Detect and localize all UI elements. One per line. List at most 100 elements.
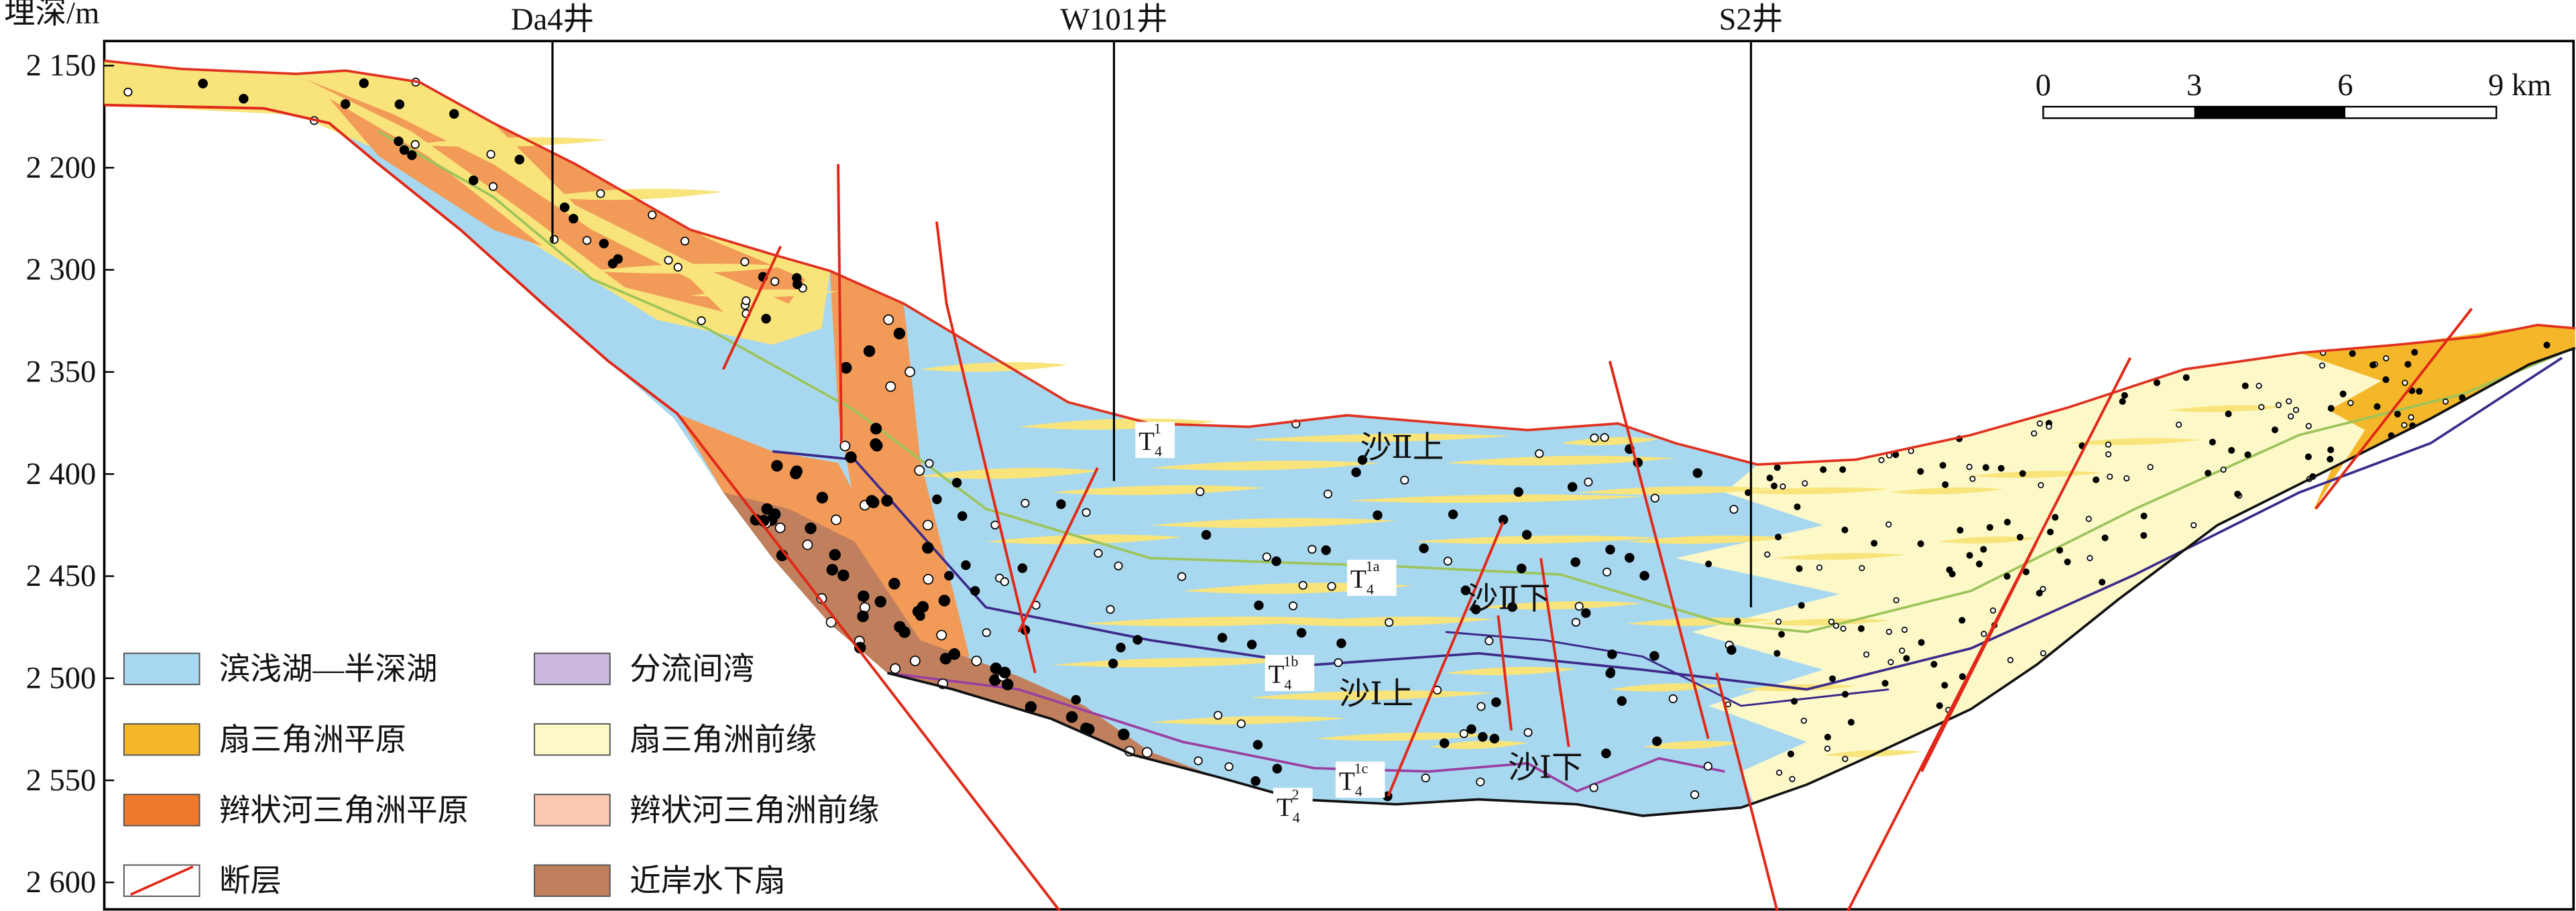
- gravel-dot: [1703, 762, 1713, 771]
- gravel-dot: [2093, 476, 2100, 483]
- gravel-dot: [1262, 552, 1271, 562]
- gravel-dot: [2085, 515, 2092, 522]
- depth-axis: 2 150 2 200 2 300 2 350 2 400 2 450 2 500 2 550…: [26, 49, 115, 900]
- gravel-dot: [1842, 755, 1849, 762]
- sand-lens: [1741, 487, 1889, 495]
- gravel-dot: [2031, 430, 2038, 437]
- gravel-dot: [2022, 568, 2030, 576]
- gravel-dot: [2442, 398, 2449, 405]
- horizon-label: T4 1b: [1269, 653, 1299, 692]
- gravel-dot: [2036, 589, 2043, 597]
- gravel-dot: [394, 136, 404, 146]
- sand-lens: [1576, 486, 1774, 495]
- gravel-dot: [1791, 698, 1798, 705]
- sand-lens: [1642, 740, 1741, 749]
- horizon-line: [772, 357, 2563, 691]
- gravel-dot: [2040, 586, 2046, 593]
- gravel-dot: [697, 316, 706, 325]
- horizon-label: T4 2: [1277, 786, 1300, 825]
- gravel-dot: [2339, 390, 2347, 398]
- horizon-label-part: 1c: [1354, 760, 1368, 776]
- gravel-dot: [2140, 532, 2148, 539]
- sand-lens: [542, 188, 723, 200]
- gravel-dot: [1829, 675, 1836, 682]
- gravel-dot: [2046, 423, 2052, 430]
- gravel-dot: [2349, 350, 2356, 357]
- gravel-dot: [922, 520, 933, 531]
- gravel-dot: [1484, 636, 1494, 646]
- gravel-dot: [971, 655, 982, 666]
- gravel-dot: [2140, 512, 2148, 520]
- gravel-dot: [957, 511, 968, 522]
- gravel-dot: [1351, 467, 1361, 477]
- gravel-dot: [664, 255, 673, 265]
- gravel-dot: [2369, 361, 2377, 369]
- gravel-dot: [2019, 470, 2026, 477]
- gravel-dot: [410, 139, 420, 149]
- gravel-dot: [761, 314, 771, 324]
- gravel-dot: [1321, 545, 1331, 555]
- gravel-dot: [1847, 719, 1855, 726]
- horizon-label-part: 4: [1293, 809, 1300, 826]
- gravel-dot: [1491, 697, 1501, 707]
- gravel-dot: [1936, 702, 1943, 709]
- gravel-dot: [1789, 776, 1796, 782]
- gravel-dot: [1958, 673, 1966, 680]
- gravel-dot: [2394, 410, 2401, 418]
- horizon-label-part: T: [1350, 565, 1366, 594]
- gravel-dot: [680, 237, 690, 246]
- depth-tick-label: 2 500: [26, 661, 97, 695]
- gravel-dot: [1859, 564, 1865, 571]
- sand-lens: [920, 362, 1068, 372]
- legend-swatch: [123, 652, 200, 686]
- gravel-dot: [1857, 625, 1865, 632]
- gravel-dot: [1601, 748, 1611, 759]
- gravel-dot: [2374, 403, 2381, 410]
- gravel-dot: [2105, 451, 2112, 458]
- depth-axis-title: 埋深/m: [4, 0, 99, 30]
- well-label: S2井: [1719, 3, 1783, 37]
- horizon-label-part: T: [1277, 793, 1293, 822]
- gravel-dot: [2543, 341, 2551, 349]
- gravel-dot: [904, 366, 916, 377]
- well-label: W101井: [1060, 3, 1167, 37]
- sand-lens: [1248, 434, 1512, 442]
- gravel-dot: [840, 362, 852, 374]
- unit-label: 沙Ⅱ上: [1360, 431, 1444, 465]
- gravel-dot: [1607, 649, 1617, 660]
- gravel-dot: [858, 590, 870, 603]
- gravel-dot: [1201, 530, 1212, 540]
- sand-lens: [1773, 552, 1906, 560]
- gravel-dot: [774, 522, 786, 534]
- gravel-dot: [1476, 702, 1486, 711]
- gravel-dot: [1372, 510, 1383, 520]
- gravel-dot: [359, 78, 369, 88]
- gravel-dot: [1000, 577, 1009, 587]
- gravel-dot: [1246, 640, 1257, 650]
- gravel-dot: [802, 539, 813, 550]
- legend-label: 滨浅湖—半深湖: [219, 653, 438, 687]
- gravel-dot: [2036, 420, 2043, 427]
- gravel-dot: [790, 467, 802, 479]
- gravel-dot: [1071, 694, 1081, 705]
- gravel-dot: [2327, 405, 2335, 412]
- gravel-dot: [1878, 457, 1885, 464]
- gravel-dot: [1918, 639, 1925, 646]
- gravel-dot: [1775, 534, 1782, 541]
- gravel-dot: [938, 595, 951, 607]
- gravel-dot: [805, 522, 817, 534]
- gravel-dot: [2241, 382, 2249, 389]
- gravel-dot: [2105, 441, 2112, 448]
- gravel-dot: [894, 621, 906, 633]
- gravel-dot: [826, 564, 839, 576]
- legend-label: 辫状河三角洲前缘: [630, 794, 879, 828]
- braided-delta-plain: [304, 78, 806, 312]
- fault: [1017, 467, 1099, 633]
- sand-lens: [1823, 749, 1922, 757]
- gravel-dot: [2416, 387, 2423, 395]
- gravel-dot: [2404, 361, 2412, 368]
- gravel-dot: [1956, 526, 1964, 534]
- legend-swatch: [534, 864, 611, 897]
- gravel-dot: [2228, 446, 2235, 454]
- sand-lens: [1018, 418, 1216, 430]
